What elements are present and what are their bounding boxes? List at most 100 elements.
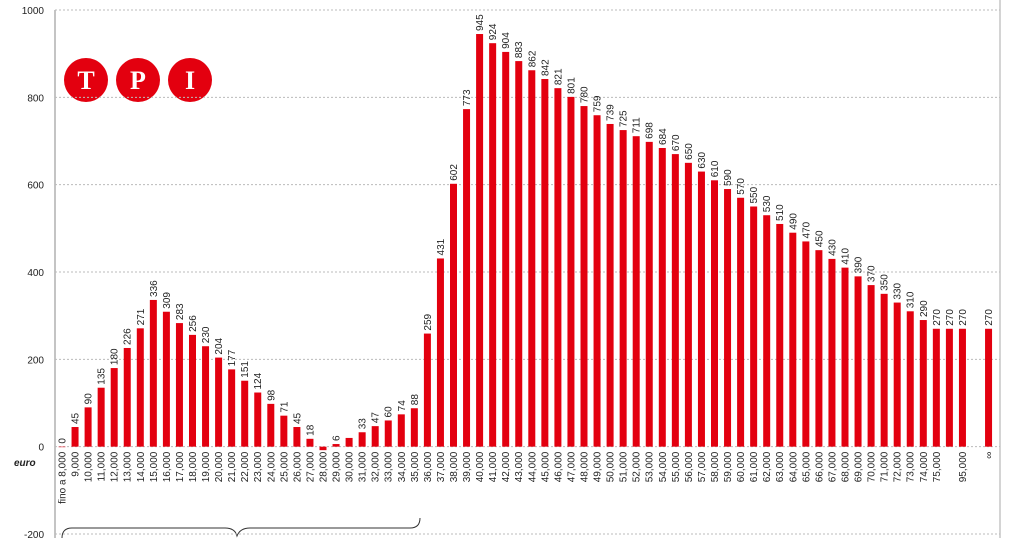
bar	[358, 432, 366, 447]
bar	[254, 392, 262, 447]
x-tick-label: 37,000	[436, 451, 447, 482]
bar	[58, 446, 66, 448]
value-label: 45	[292, 412, 303, 424]
bar	[867, 285, 875, 447]
bar	[476, 34, 484, 447]
x-tick-label: 33,000	[384, 451, 395, 482]
x-tick-label: 42,000	[501, 451, 512, 482]
value-label: 550	[749, 186, 760, 203]
x-tick-label: 74,000	[919, 451, 930, 482]
x-tick-label: 18,000	[188, 451, 199, 482]
x-tick-label: 36,000	[423, 451, 434, 482]
bar	[606, 123, 614, 447]
x-tick-label: 44,000	[527, 451, 538, 482]
x-tick-label: 12,000	[110, 451, 121, 482]
bar	[593, 115, 601, 447]
y-tick-label: 1000	[22, 6, 45, 17]
bar	[541, 78, 549, 447]
x-tick-label: 46,000	[553, 451, 564, 482]
value-label: 124	[253, 372, 264, 389]
value-label: 431	[436, 238, 447, 255]
value-label: 862	[527, 50, 538, 67]
x-tick-label: 13,000	[123, 451, 134, 482]
x-tick-label: 49,000	[593, 451, 604, 482]
x-tick-label: 22,000	[240, 451, 251, 482]
x-tick-label: 34,000	[397, 451, 408, 482]
value-label: 336	[149, 280, 160, 297]
bar	[776, 223, 784, 447]
x-tick-label: 32,000	[371, 451, 382, 482]
bar	[332, 444, 340, 447]
x-tick-label: 69,000	[854, 451, 865, 482]
logo: T P I	[64, 58, 212, 102]
bar	[175, 323, 183, 447]
bar	[189, 334, 196, 447]
value-label: 177	[227, 349, 238, 366]
x-tick-label: 61,000	[749, 451, 760, 482]
bar	[267, 403, 275, 447]
x-tick-label: 25,000	[279, 451, 290, 482]
value-label: 773	[462, 89, 473, 106]
x-tick-label: 59,000	[723, 451, 734, 482]
bar	[436, 258, 444, 447]
y-tick-label: 600	[27, 181, 44, 192]
value-label: 259	[423, 313, 434, 330]
x-tick-label: 40,000	[475, 451, 486, 482]
logo-letter: T	[77, 66, 94, 95]
x-tick-label: 28,000	[319, 451, 330, 482]
value-label: 602	[449, 164, 460, 181]
value-label: 711	[632, 117, 643, 133]
value-label: 470	[801, 221, 812, 238]
value-label: 430	[827, 239, 838, 256]
value-label: 821	[553, 68, 564, 85]
axis-label: euro	[14, 458, 36, 469]
x-tick-label: 26,000	[292, 451, 303, 482]
bar	[815, 250, 823, 447]
x-tick-label: 75,000	[932, 451, 943, 482]
bar	[136, 328, 144, 447]
bar	[802, 241, 810, 447]
x-tick-label: 63,000	[775, 451, 786, 482]
x-tick-label: 57,000	[697, 451, 708, 482]
x-tick-label: 16,000	[162, 451, 173, 482]
x-tick-label: 21,000	[227, 451, 238, 482]
value-label: 309	[162, 292, 173, 309]
bar	[384, 420, 392, 447]
value-label: 270	[958, 309, 969, 326]
value-label: 98	[266, 389, 277, 401]
bar	[293, 427, 301, 447]
value-label: 256	[188, 315, 199, 332]
bar	[319, 446, 327, 451]
value-label: 450	[814, 230, 825, 247]
value-label: 610	[710, 160, 721, 177]
bar	[502, 51, 510, 447]
bar	[202, 346, 210, 447]
value-label: 60	[384, 406, 395, 418]
bar	[919, 320, 927, 447]
value-label: 590	[723, 169, 734, 186]
x-tick-label: 20,000	[214, 451, 225, 482]
bar	[711, 180, 718, 447]
bar	[489, 43, 497, 447]
bar	[528, 70, 536, 447]
bar	[763, 215, 771, 447]
value-label: 630	[697, 151, 708, 168]
x-tick-label: 45,000	[540, 451, 551, 482]
value-label: 71	[279, 401, 290, 413]
value-label: 739	[606, 104, 617, 121]
x-tick-label: 67,000	[827, 451, 838, 482]
value-label: 74	[397, 400, 408, 412]
x-tick-label: 38,000	[449, 451, 460, 482]
bar	[945, 328, 953, 447]
bar	[84, 407, 92, 447]
bar	[737, 197, 745, 447]
value-label: 904	[501, 32, 512, 49]
bar	[841, 267, 849, 447]
bar	[619, 130, 627, 447]
value-label: 290	[919, 300, 930, 317]
value-label: 883	[514, 41, 525, 58]
bar	[423, 333, 431, 447]
x-tick-label: 62,000	[762, 451, 773, 482]
bar	[162, 311, 170, 447]
bar	[724, 189, 732, 447]
